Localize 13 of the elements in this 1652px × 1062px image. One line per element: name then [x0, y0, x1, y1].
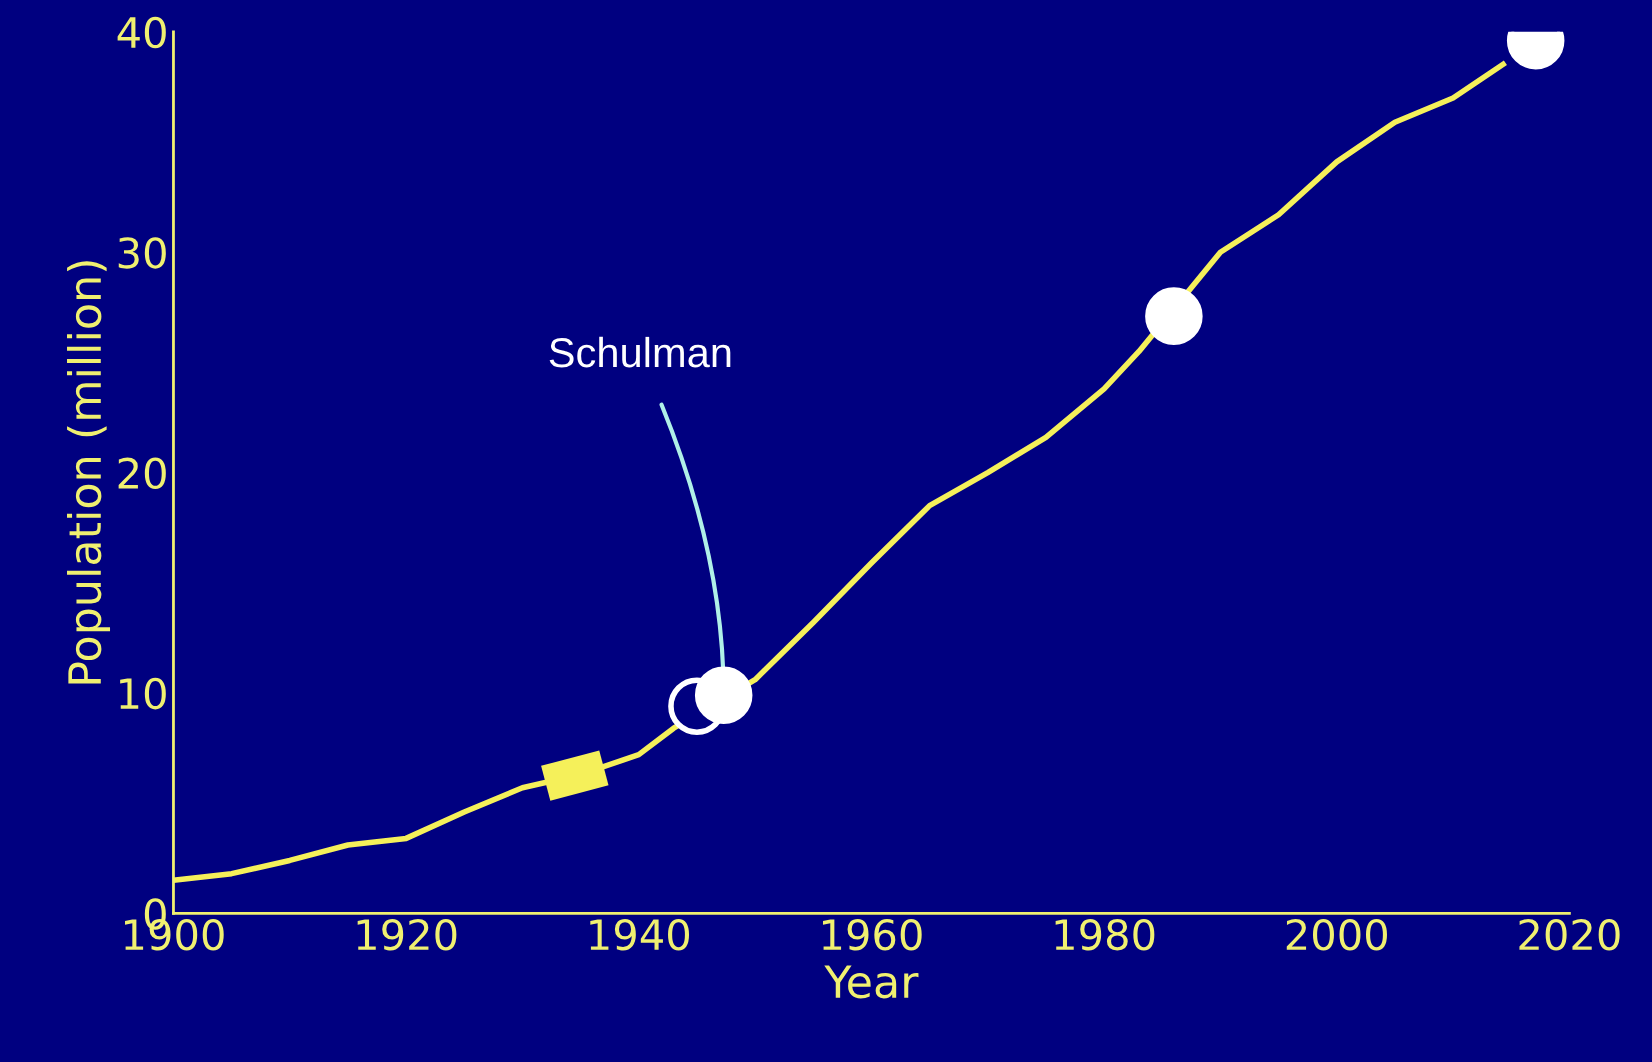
x-tick-label: 1940 [590, 918, 690, 951]
x-tick-label: 1980 [1055, 918, 1155, 951]
y-axis-title: Population (million) [67, 261, 111, 684]
y-tick-label: 40 [117, 16, 166, 49]
y-tick-label: 10 [120, 677, 166, 710]
y-tick-label: 20 [118, 457, 166, 490]
x-axis-title: Year [824, 965, 919, 999]
x-tick-label: 1920 [357, 918, 457, 951]
x-tick-label: 2000 [1286, 918, 1387, 951]
x-tick-label: 1960 [822, 918, 922, 951]
y-tick-label: 30 [118, 237, 166, 269]
annotation: Schulman [549, 336, 731, 368]
x-tick-label: 2020 [1519, 918, 1620, 951]
